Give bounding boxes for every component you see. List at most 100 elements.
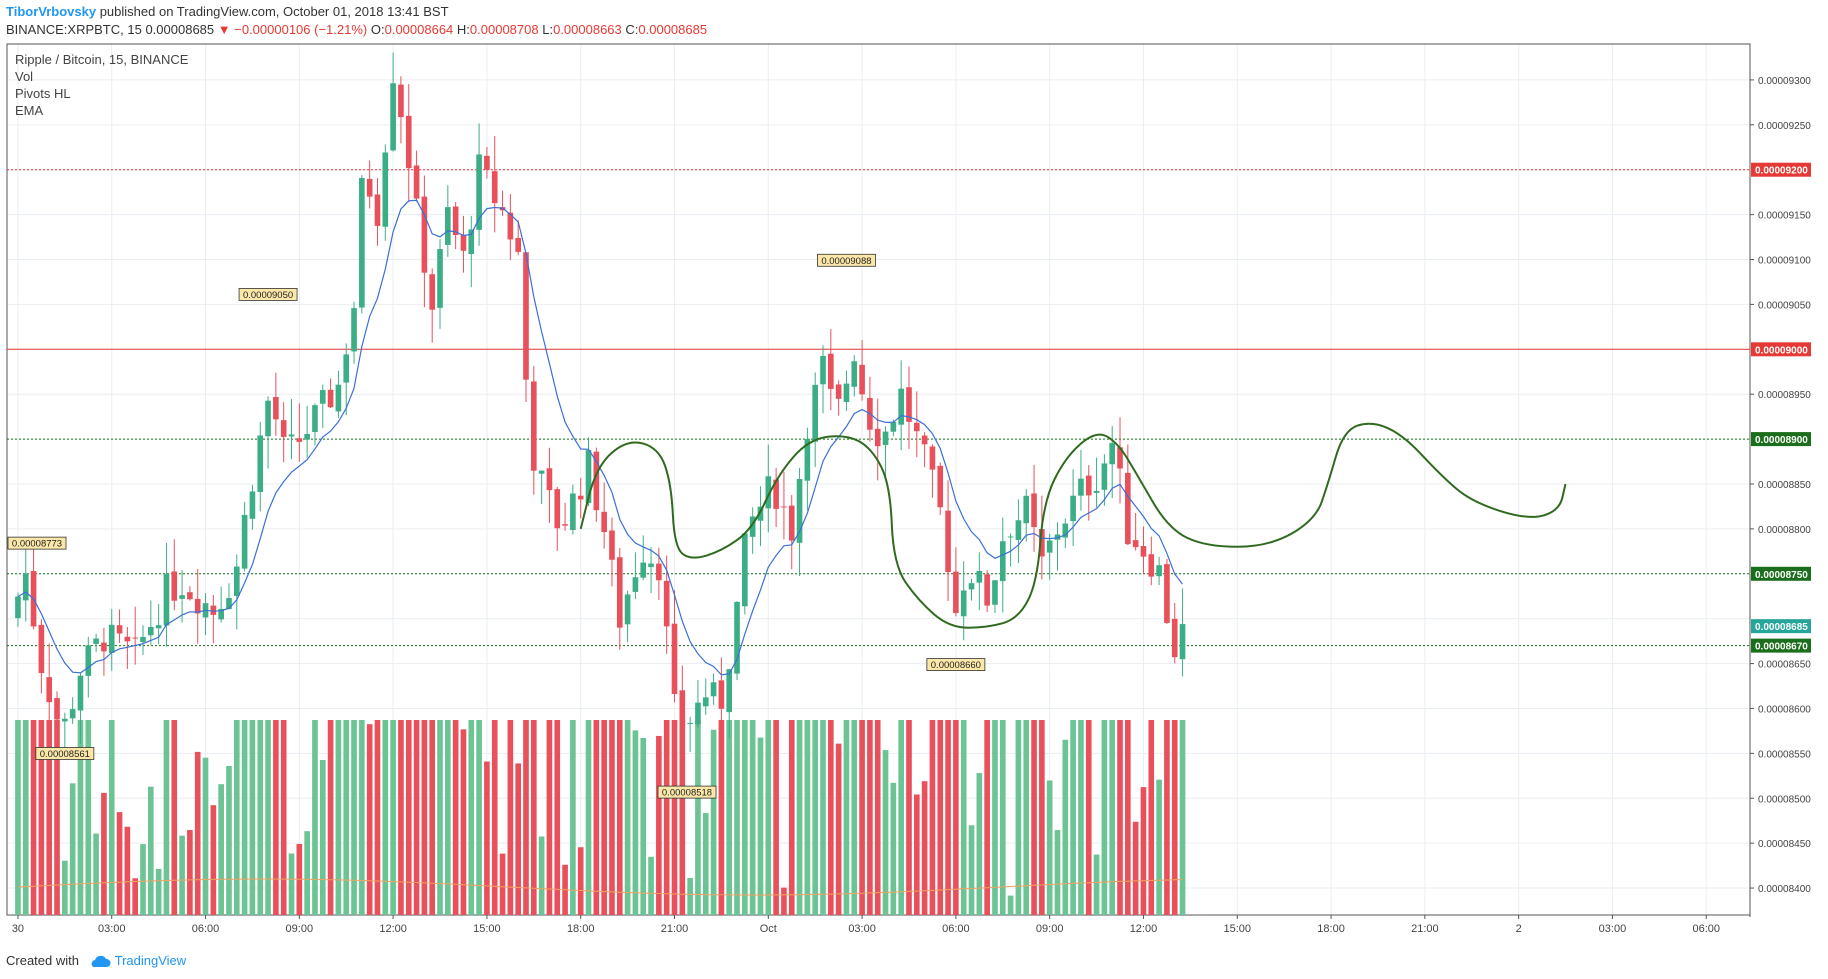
volume-bar-102: [812, 720, 819, 915]
volume-bar-56: [452, 720, 459, 915]
candle-body-117: [929, 446, 936, 470]
ema-line: [17, 199, 1183, 676]
publish-line: TiborVrbovsky published on TradingView.c…: [6, 4, 449, 19]
candle-body-59: [476, 154, 482, 230]
candle-body-131: [1039, 529, 1045, 557]
candle-body-107: [851, 361, 858, 387]
volume-bar-98: [781, 887, 787, 915]
y-tick-label-17: 0.00009250: [1758, 121, 1811, 132]
last-price-text: 0.00008685: [145, 22, 215, 37]
volume-bar-66: [530, 720, 537, 915]
volume-bar-71: [570, 720, 576, 915]
pivot-box-2: [238, 288, 298, 301]
volume-bar-106: [843, 720, 850, 915]
candle-body-4: [46, 677, 53, 703]
volume-bar-52: [421, 720, 428, 915]
drawing-path[interactable]: [579, 422, 1567, 629]
high-value: 0.00008708: [469, 22, 539, 37]
volume-bar-54: [437, 720, 443, 915]
candle-body-112: [890, 421, 897, 432]
horizontal-lines[interactable]: [7, 169, 1750, 647]
volume-bar-86: [687, 877, 693, 915]
volume-bar-95: [757, 737, 764, 915]
candle-body-70: [562, 524, 568, 526]
candle-body-100: [796, 479, 803, 543]
candle-body-124: [984, 574, 990, 606]
author-link[interactable]: TiborVrbovsky: [6, 4, 97, 19]
symbol-text: BINANCE:XRPBTC, 15: [6, 22, 142, 37]
candle-body-93: [742, 533, 748, 607]
candle-body-34: [280, 420, 287, 437]
candle-body-110: [874, 428, 881, 447]
candle-body-82: [656, 563, 662, 581]
volume-bar-149: [1179, 720, 1186, 915]
volume-bar-68: [546, 720, 553, 915]
candle-body-16: [140, 636, 146, 643]
volume-bar-138: [1093, 854, 1100, 915]
price-line-tag-text-4: 0.00008670: [1755, 642, 1808, 653]
candle-body-98: [781, 506, 787, 508]
volume-bar-32: [265, 720, 271, 915]
candle-body-72: [577, 495, 584, 500]
volume-bar-126: [999, 720, 1006, 915]
candle-body-33: [273, 397, 279, 420]
volume-bar-29: [241, 720, 248, 915]
volume-bar-80: [640, 737, 647, 915]
volume-bar-139: [1101, 720, 1108, 915]
candle-body-95: [757, 506, 764, 521]
volume-bar-111: [882, 750, 889, 915]
candle-body-40: [327, 389, 334, 408]
tradingview-link[interactable]: TradingView: [114, 953, 187, 968]
candle-body-10: [93, 638, 99, 644]
candle-body-36: [296, 438, 303, 442]
y-tick-label-18: 0.00009300: [1758, 76, 1811, 87]
y-tick-label-15: 0.00009150: [1758, 211, 1811, 222]
volume-bar-34: [280, 720, 287, 915]
candle-body-75: [601, 511, 607, 533]
candle-body-45: [366, 178, 373, 197]
time-axis[interactable]: 30 03:00 06:00 09:00 12:00 15:00 18:00 21:00 Oct…: [12, 915, 1720, 935]
volume-bar-127: [1007, 895, 1014, 915]
candle-body-27: [226, 598, 232, 610]
volume-bar-4: [46, 720, 53, 915]
x-tick-label-8: Oct: [760, 923, 777, 935]
price-line-tag-text-3: 0.00008750: [1755, 570, 1808, 581]
volume-bar-15: [132, 878, 138, 915]
low-value: 0.00008663: [553, 22, 622, 37]
candle-body-49: [398, 84, 404, 118]
volume-bar-12: [108, 720, 115, 915]
volume-bar-25: [210, 805, 217, 915]
candle-body-56: [452, 206, 459, 236]
x-tick-label-9: 03:00: [848, 923, 876, 935]
volume-bar-107: [851, 720, 858, 915]
y-tick-label-13: 0.00009050: [1758, 300, 1811, 311]
volume-bar-41: [335, 720, 342, 915]
candle-body-94: [749, 516, 756, 537]
volume-bar-18: [155, 868, 162, 915]
ohlc-line: BINANCE:XRPBTC, 15 0.00008685 ▼ −0.00000…: [6, 22, 707, 37]
volume-bar-57: [460, 729, 467, 915]
volume-bar-118: [937, 720, 944, 915]
volume-bar-17: [148, 786, 154, 915]
volume-bar-28: [233, 720, 240, 915]
candle-body-68: [546, 468, 553, 491]
y-tick-label-14: 0.00009100: [1758, 256, 1811, 267]
candle-body-21: [179, 595, 185, 599]
candle-body-140: [1109, 443, 1116, 465]
legend-ema[interactable]: EMA: [15, 103, 44, 118]
volume-bar-46: [374, 720, 381, 915]
candle-body-108: [859, 364, 865, 395]
candle-body-77: [616, 557, 623, 628]
volume-bar-92: [734, 720, 740, 915]
price-axis[interactable]: 0.00009200 0.00009000 0.00008900 0.00008750…: [1750, 76, 1811, 895]
legend-vol[interactable]: Vol: [15, 69, 34, 84]
volume-bar-142: [1125, 720, 1131, 915]
legend-pivots[interactable]: Pivots HL: [15, 86, 71, 101]
candle-body-133: [1054, 534, 1061, 540]
volume-bar-89: [710, 729, 717, 915]
volume-bar-75: [601, 720, 607, 915]
volume-bar-83: [663, 720, 670, 915]
candle-body-22: [187, 592, 193, 600]
